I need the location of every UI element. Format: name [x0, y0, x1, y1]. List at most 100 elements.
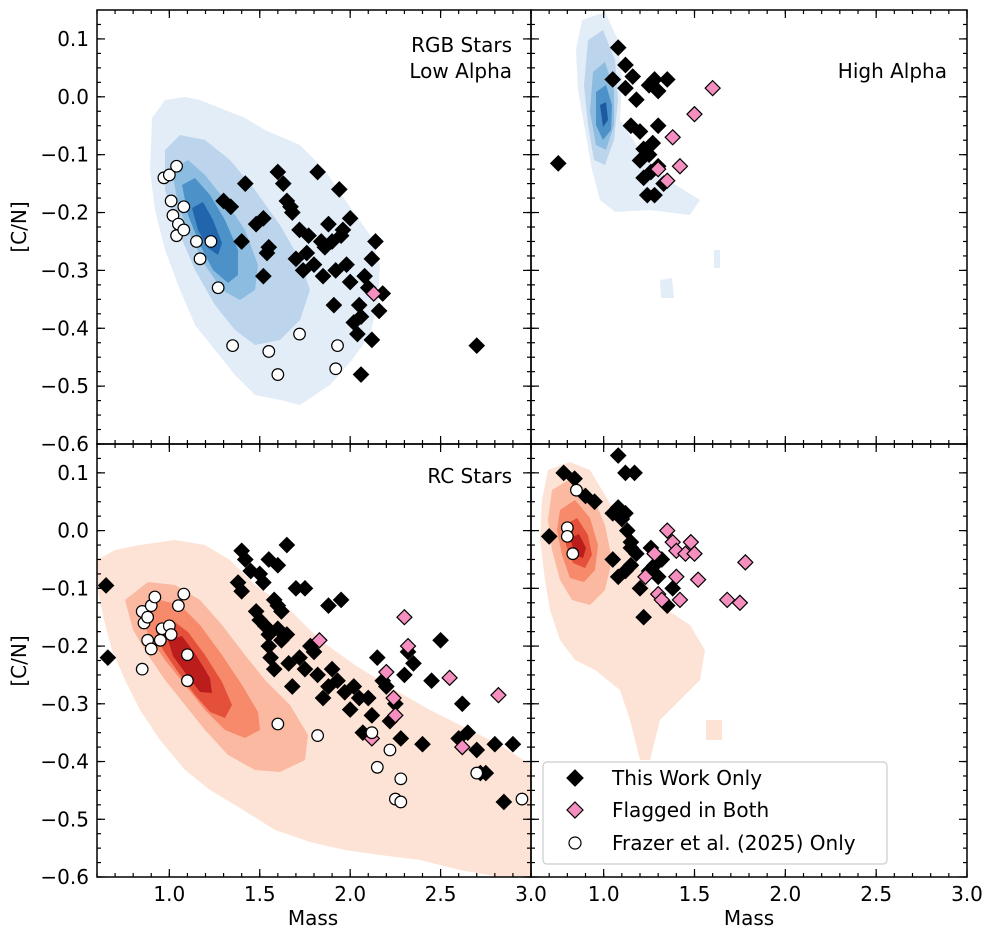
point-this-work	[363, 706, 381, 724]
point-this-work	[631, 123, 649, 140]
point-this-work	[334, 221, 352, 239]
point-this-work	[280, 655, 298, 672]
point-frazer	[515, 792, 529, 806]
y-tick-label: −0.4	[40, 316, 89, 340]
point-this-work	[278, 536, 296, 554]
point-this-work	[283, 204, 301, 221]
point-frazer	[181, 648, 194, 662]
point-frazer	[162, 168, 176, 182]
point-this-work	[414, 735, 431, 753]
x-tick-label: 1.0	[153, 882, 185, 906]
x-axis-label-left: Mass	[288, 906, 338, 930]
point-frazer	[293, 327, 306, 341]
point-this-work	[617, 56, 634, 74]
point-this-work	[495, 793, 513, 811]
point-this-work	[363, 331, 381, 349]
point-this-work	[332, 591, 350, 609]
point-this-work	[604, 551, 622, 568]
point-this-work	[349, 325, 366, 343]
point-this-work	[222, 198, 240, 216]
point-this-work	[377, 678, 395, 695]
density-contours-high-alpha	[576, 12, 720, 298]
point-frazer	[164, 628, 178, 641]
point-this-work	[459, 724, 477, 742]
x-tick-label: 3.0	[515, 882, 547, 906]
y-tick-label: −0.2	[40, 634, 89, 658]
point-frazer	[144, 642, 158, 656]
annotation-rc-stars: RC Stars	[427, 464, 512, 488]
point-this-work	[549, 154, 567, 172]
legend-label-frazer: Frazer et al. (2025) Only	[612, 831, 856, 855]
point-this-work	[392, 730, 410, 747]
point-this-work	[405, 655, 422, 672]
point-frazer	[331, 339, 344, 353]
point-this-work	[338, 256, 355, 273]
point-this-work	[649, 82, 667, 100]
annotation-high-alpha: High Alpha	[838, 59, 947, 83]
point-frazer	[262, 345, 276, 358]
point-this-work	[586, 493, 603, 511]
point-flagged-both	[671, 157, 689, 175]
point-this-work	[635, 608, 652, 626]
point-flagged-both	[689, 571, 707, 589]
point-this-work	[486, 735, 504, 753]
point-this-work	[309, 666, 326, 684]
point-this-work	[255, 267, 272, 285]
point-this-work	[622, 117, 640, 135]
point-this-work	[617, 504, 634, 522]
point-flagged-both	[731, 594, 749, 612]
point-this-work	[631, 579, 649, 597]
x-axis-label-right: Mass	[724, 906, 774, 930]
point-flagged-both	[453, 738, 471, 756]
axis-ticks: −0.6 −0.5 −0.4 −0.3 −0.2 −0.1 0.0 0.1 −0.6 −0.5 −0…	[40, 10, 983, 906]
point-this-work	[609, 39, 627, 56]
y-tick-label: 0.0	[57, 519, 89, 543]
point-this-work	[255, 209, 272, 227]
point-this-work	[363, 250, 381, 268]
point-this-work	[291, 649, 308, 666]
point-this-work	[622, 556, 640, 574]
point-this-work	[368, 649, 386, 666]
point-this-work	[345, 678, 363, 695]
point-frazer	[177, 223, 191, 237]
point-this-work	[352, 366, 370, 383]
point-this-work	[274, 175, 292, 192]
point-frazer	[226, 339, 240, 353]
x-tick-label: 1.0	[588, 882, 620, 906]
point-this-work	[298, 244, 316, 262]
point-this-work	[624, 68, 642, 85]
point-frazer	[383, 743, 397, 757]
point-this-work	[287, 250, 305, 268]
point-flagged-both	[311, 631, 328, 649]
point-this-work	[644, 134, 662, 152]
marks-bottom-left	[97, 536, 529, 811]
point-this-work	[323, 660, 341, 678]
legend: This Work Only Flagged in Both Frazer et…	[542, 761, 888, 865]
point-frazer	[394, 795, 408, 809]
point-this-work	[330, 181, 348, 198]
point-flagged-both	[667, 568, 685, 586]
y-tick-label: −0.6	[40, 432, 89, 456]
point-flagged-both	[658, 522, 676, 539]
point-this-work	[255, 574, 272, 591]
point-frazer	[177, 200, 191, 214]
y-tick-label: 0.1	[57, 461, 89, 485]
legend-frame	[542, 761, 888, 865]
point-this-work	[622, 539, 640, 557]
point-this-work	[294, 262, 312, 279]
point-this-work	[329, 672, 346, 690]
point-frazer	[170, 159, 183, 173]
point-this-work	[555, 464, 573, 482]
y-tick-label: 0.1	[57, 27, 89, 51]
point-flagged-both	[649, 160, 667, 178]
point-flagged-both	[385, 689, 402, 707]
point-this-work	[341, 209, 359, 227]
point-this-work	[617, 79, 634, 97]
point-this-work	[367, 233, 384, 250]
y-tick-label: −0.3	[40, 258, 89, 282]
point-this-work	[273, 603, 290, 620]
x-tick-label: 2.5	[860, 882, 892, 906]
point-frazer	[190, 235, 203, 248]
y-tick-label: −0.1	[40, 143, 89, 167]
